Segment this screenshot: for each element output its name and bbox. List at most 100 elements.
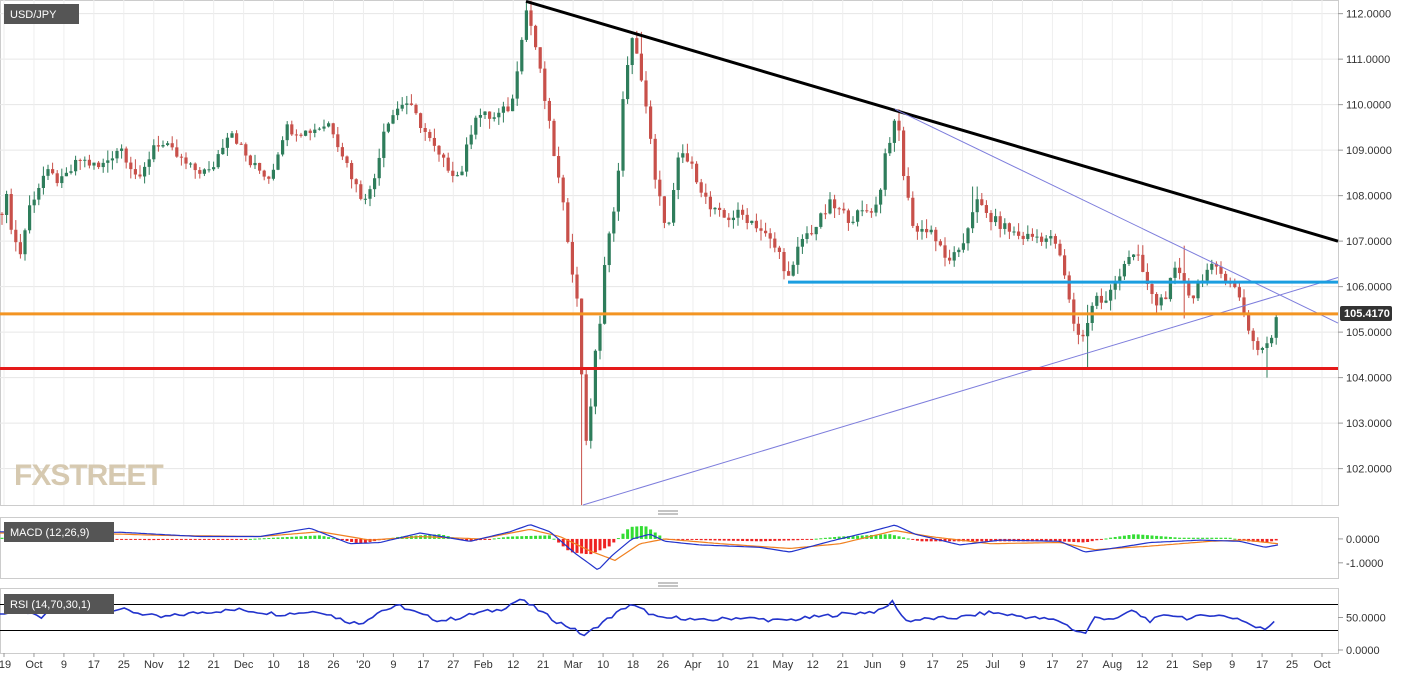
macd-histogram-bar	[584, 538, 588, 555]
fxstreet-watermark: FXSTREET	[14, 459, 163, 492]
macd-title-box[interactable]	[4, 522, 114, 542]
macd-histogram-bar	[230, 538, 234, 540]
x-tick-label: 9	[61, 659, 67, 671]
candle-down	[984, 205, 988, 213]
candle-up	[626, 65, 630, 100]
candle-up	[1168, 277, 1172, 300]
candle-up	[1109, 289, 1113, 301]
candle-down	[1182, 273, 1186, 283]
macd-histogram-bar	[331, 538, 335, 540]
candle-up	[368, 189, 372, 199]
macd-histogram-bar	[1145, 535, 1149, 539]
candle-up	[281, 140, 285, 155]
candle-down	[78, 159, 82, 161]
candle-down	[1040, 236, 1044, 242]
macd-histogram-bar	[1104, 538, 1108, 540]
macd-histogram-bar	[350, 538, 354, 542]
candle-up	[276, 154, 280, 170]
candle-up	[497, 112, 501, 118]
macd-histogram-bar	[768, 538, 772, 542]
candle-up	[796, 246, 800, 265]
x-tick-label: 27	[447, 659, 459, 671]
macd-histogram-bar	[1182, 537, 1186, 539]
x-tick-label: 25	[118, 659, 130, 671]
x-tick-label: '19	[0, 659, 11, 671]
candle-up	[120, 148, 124, 151]
macd-histogram-bar	[837, 536, 841, 539]
macd-histogram-bar	[704, 538, 708, 541]
rising-trendline	[582, 277, 1339, 506]
candle-down	[184, 157, 188, 164]
candle-up	[74, 159, 78, 172]
candle-up	[681, 153, 685, 158]
macd-histogram-bar	[478, 538, 482, 541]
rsi-title-box[interactable]	[4, 594, 114, 614]
candle-down	[695, 163, 699, 183]
candle-up	[814, 226, 818, 235]
candle-down	[869, 211, 873, 213]
candle-up	[230, 133, 234, 138]
candle-up	[1210, 263, 1214, 270]
candle-up	[851, 221, 855, 223]
candle-down	[198, 170, 202, 174]
trendlines-layer	[0, 0, 1339, 506]
macd-histogram-bar	[267, 537, 271, 539]
candle-down	[833, 199, 837, 209]
x-tick-label: Apr	[684, 659, 701, 671]
macd-histogram-bar	[566, 538, 570, 551]
macd-histogram-bar	[1270, 538, 1274, 542]
candle-up	[515, 71, 519, 99]
grid-layer	[0, 0, 1339, 654]
x-tick-label: 10	[717, 659, 729, 671]
candle-down	[414, 104, 418, 114]
macd-histogram-bar	[543, 535, 547, 539]
rsi-panel-frame	[0, 588, 1339, 654]
macd-histogram-bar	[1118, 536, 1122, 539]
macd-histogram-bar	[915, 538, 919, 541]
candle-down	[777, 247, 781, 252]
main-title-box[interactable]	[4, 4, 79, 24]
candle-down	[451, 170, 455, 176]
macd-histogram-bar	[124, 538, 128, 540]
macd-histogram-bar	[147, 538, 151, 541]
candle-up	[603, 265, 607, 324]
macd-histogram-bar	[630, 526, 634, 539]
macd-histogram-bar	[722, 538, 726, 541]
y-tick-label: 105.0000	[1346, 327, 1392, 339]
candle-up	[975, 199, 979, 213]
candle-up	[929, 229, 933, 233]
candle-up	[32, 199, 36, 206]
candle-up	[1127, 256, 1131, 264]
macd-signal-line	[0, 528, 1279, 562]
macd-histogram-bar	[1086, 538, 1090, 543]
candle-down	[704, 192, 708, 197]
candle-down	[685, 153, 689, 162]
rsi-y-tick-label: 0.0000	[1346, 645, 1380, 657]
macd-histogram-bar	[1063, 538, 1067, 542]
main-panel-frame	[0, 0, 1339, 506]
candle-up	[856, 210, 860, 222]
macd-histogram-bar	[488, 538, 492, 540]
macd-histogram-bar	[1132, 534, 1136, 539]
candle-down	[258, 162, 262, 171]
x-tick-label: May	[772, 659, 793, 671]
candle-up	[1196, 281, 1200, 299]
macd-histogram-bar	[906, 538, 910, 540]
macd-histogram-bar	[520, 536, 524, 539]
macd-histogram-bar	[653, 532, 657, 539]
macd-histogram-bar	[1076, 538, 1080, 543]
candle-up	[1026, 233, 1030, 239]
macd-histogram-bar	[635, 526, 639, 539]
candle-down	[934, 229, 938, 242]
macd-histogram-bar	[235, 538, 239, 540]
candle-up	[1260, 347, 1264, 350]
candle-down	[584, 374, 588, 441]
macd-histogram-bar	[1113, 536, 1117, 539]
candle-up	[805, 233, 809, 239]
candle-down	[1072, 299, 1076, 324]
macd-histogram-bar	[143, 538, 147, 541]
macd-histogram-bar	[810, 538, 814, 540]
candle-down	[690, 161, 694, 164]
macd-histogram-bar	[552, 538, 556, 540]
macd-histogram-bar	[304, 536, 308, 539]
